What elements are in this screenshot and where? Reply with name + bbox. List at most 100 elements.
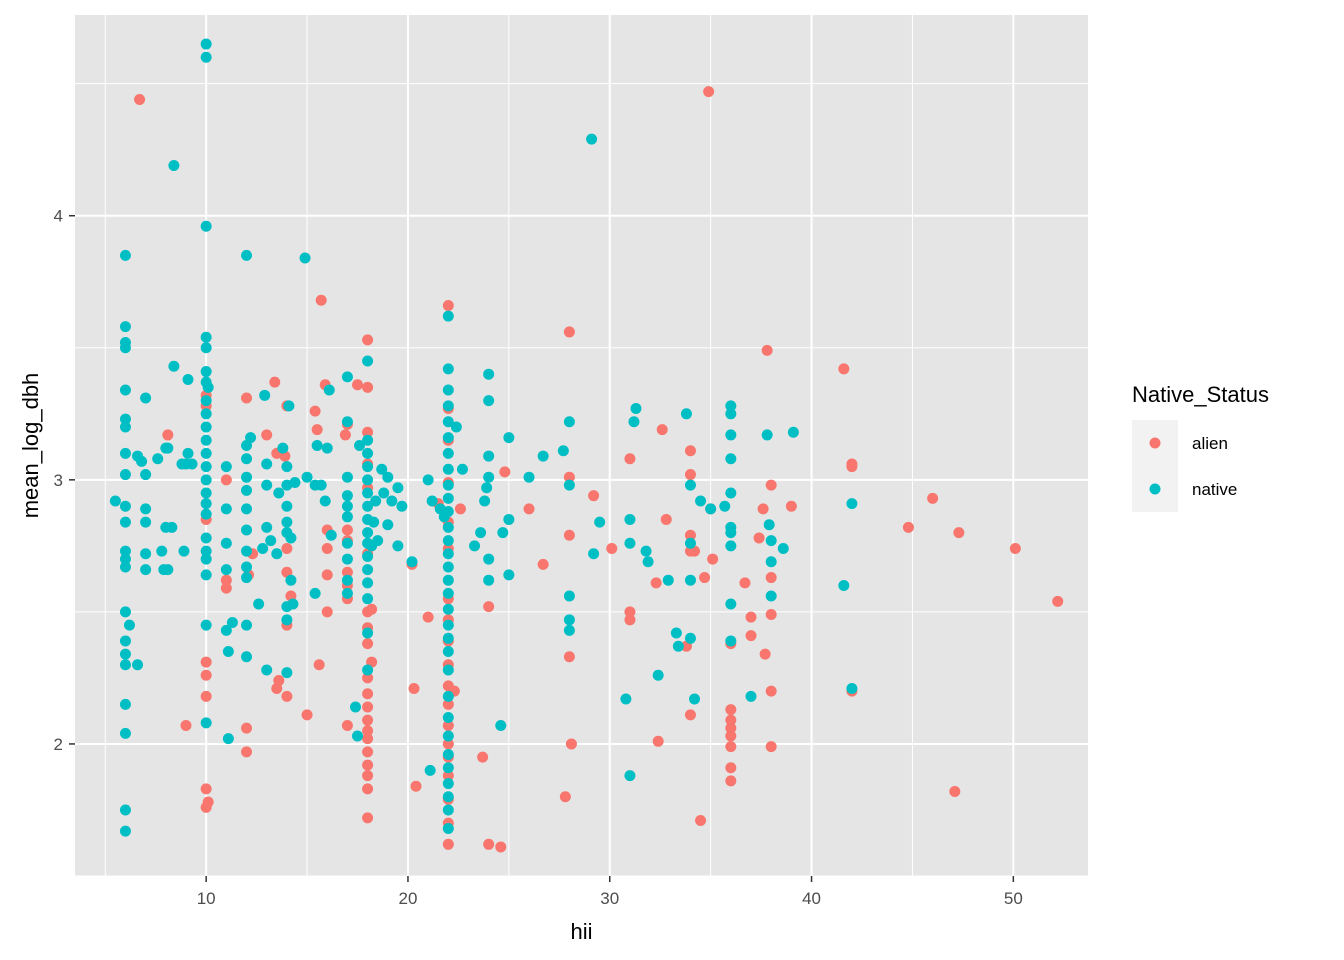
data-point-alien xyxy=(684,445,696,457)
data-point-native xyxy=(162,442,174,454)
data-point-native xyxy=(119,553,131,565)
data-point-alien xyxy=(200,669,212,681)
data-point-native xyxy=(588,548,600,560)
data-point-alien xyxy=(362,783,374,795)
data-point-alien xyxy=(953,527,965,539)
data-point-native xyxy=(241,561,253,573)
data-point-native xyxy=(479,495,491,507)
data-point-native xyxy=(684,537,696,549)
data-point-native xyxy=(372,535,384,547)
data-point-native xyxy=(200,447,212,459)
data-point-alien xyxy=(352,379,364,391)
data-point-native xyxy=(846,682,858,694)
data-point-alien xyxy=(311,424,323,436)
data-point-alien xyxy=(588,490,600,502)
data-point-native xyxy=(281,614,293,626)
data-point-native xyxy=(523,471,535,483)
x-tick-label: 50 xyxy=(1004,889,1023,908)
data-point-native xyxy=(725,540,737,552)
data-point-alien xyxy=(220,582,232,594)
data-point-alien xyxy=(362,688,374,700)
data-point-native xyxy=(672,640,684,652)
data-point-native xyxy=(200,532,212,544)
data-point-alien xyxy=(315,294,327,306)
data-point-native xyxy=(200,434,212,446)
data-point-native xyxy=(200,545,212,557)
data-point-alien xyxy=(499,466,511,478)
data-point-native xyxy=(140,548,152,560)
data-point-native xyxy=(349,701,361,713)
data-point-native xyxy=(354,440,366,451)
data-point-native xyxy=(376,463,388,475)
data-point-alien xyxy=(624,453,636,465)
data-point-native xyxy=(483,368,495,380)
data-point-native xyxy=(442,548,454,560)
data-point-native xyxy=(442,632,454,644)
data-point-native xyxy=(442,416,454,428)
data-point-native xyxy=(341,500,353,512)
data-point-native xyxy=(586,133,598,145)
data-point-native xyxy=(456,463,468,475)
data-point-native xyxy=(341,574,353,586)
data-point-native xyxy=(119,659,131,671)
data-point-native xyxy=(368,516,380,528)
data-point-native xyxy=(442,492,454,504)
data-point-native xyxy=(442,646,454,658)
y-axis: 2 3 4 xyxy=(54,207,75,754)
data-point-native xyxy=(497,527,509,539)
data-point-alien xyxy=(745,611,757,623)
data-point-native xyxy=(392,482,404,494)
data-point-native xyxy=(442,310,454,322)
data-point-native xyxy=(563,614,575,626)
data-point-alien xyxy=(684,529,696,541)
data-point-native xyxy=(166,521,178,533)
data-point-native xyxy=(563,624,575,636)
legend: Native_Status alien native xyxy=(1132,382,1269,512)
data-point-alien xyxy=(442,300,454,312)
data-point-alien xyxy=(273,675,285,687)
data-point-alien xyxy=(241,746,253,758)
data-point-native xyxy=(152,453,164,465)
data-point-alien xyxy=(725,762,737,774)
data-point-alien xyxy=(362,334,374,346)
data-point-native xyxy=(362,487,374,499)
data-point-alien xyxy=(362,725,374,737)
data-point-native xyxy=(241,619,253,631)
data-point-native xyxy=(725,487,737,499)
data-point-native xyxy=(442,561,454,573)
data-point-native xyxy=(186,458,198,470)
data-point-native xyxy=(220,537,232,549)
legend-title: Native_Status xyxy=(1132,382,1269,407)
data-point-native xyxy=(200,220,212,232)
data-point-native xyxy=(200,498,212,510)
data-point-native xyxy=(200,331,212,343)
x-tick-label: 20 xyxy=(398,889,417,908)
data-point-alien xyxy=(565,738,577,750)
data-point-alien xyxy=(362,701,374,713)
data-point-native xyxy=(119,447,131,459)
data-point-native xyxy=(652,669,664,681)
x-tick-label: 10 xyxy=(197,889,216,908)
data-point-native xyxy=(620,693,632,705)
x-tick-label: 30 xyxy=(600,889,619,908)
data-point-native xyxy=(362,550,374,562)
y-axis-title: mean_log_dbh xyxy=(18,373,43,519)
data-point-native xyxy=(670,627,682,639)
data-point-native xyxy=(386,495,398,507)
data-point-native xyxy=(761,429,773,441)
data-point-native xyxy=(719,500,731,512)
data-point-native xyxy=(241,572,253,584)
data-point-alien xyxy=(339,429,351,441)
data-point-native xyxy=(362,355,374,367)
data-point-native xyxy=(162,564,174,576)
data-point-native xyxy=(241,249,253,261)
data-point-native xyxy=(220,624,232,636)
x-axis-title: hii xyxy=(570,919,592,944)
data-point-native xyxy=(119,804,131,816)
data-point-native xyxy=(725,408,737,420)
data-point-native xyxy=(442,690,454,702)
data-point-alien xyxy=(442,719,454,731)
data-point-native xyxy=(838,579,850,591)
data-point-native xyxy=(341,471,353,483)
data-point-native xyxy=(119,545,131,557)
